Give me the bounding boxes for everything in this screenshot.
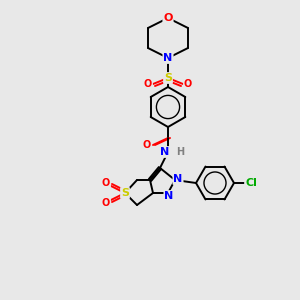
Text: S: S	[121, 188, 129, 198]
Text: N: N	[173, 174, 183, 184]
Text: O: O	[163, 13, 173, 23]
Text: O: O	[143, 140, 151, 150]
Text: O: O	[184, 79, 192, 89]
Text: Cl: Cl	[245, 178, 257, 188]
Text: N: N	[164, 53, 172, 63]
Text: N: N	[160, 147, 169, 157]
Text: O: O	[102, 198, 110, 208]
Text: O: O	[102, 178, 110, 188]
Text: O: O	[144, 79, 152, 89]
Text: S: S	[164, 73, 172, 83]
Text: N: N	[164, 191, 174, 201]
Text: H: H	[176, 147, 184, 157]
